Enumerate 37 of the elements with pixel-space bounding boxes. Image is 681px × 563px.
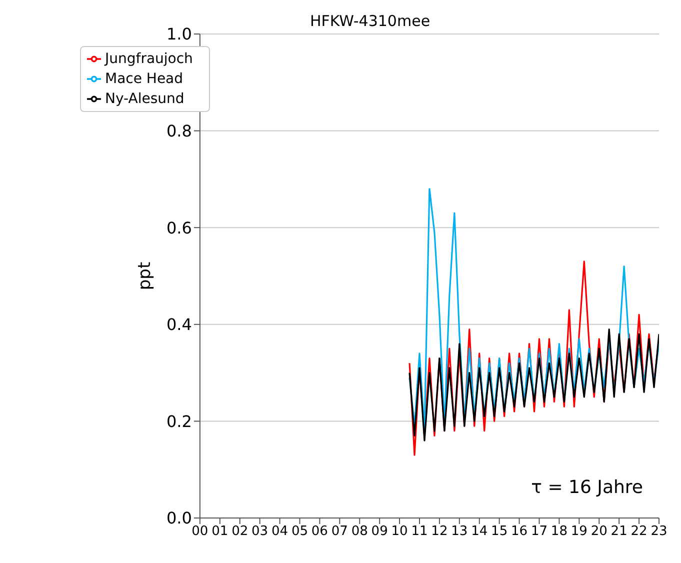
x-tick-label: 17 bbox=[530, 524, 548, 540]
y-tick-label: 0.6 bbox=[166, 218, 192, 238]
y-tick-label: 0.8 bbox=[166, 121, 192, 140]
x-tick-label: 02 bbox=[232, 524, 248, 540]
y-axis-title: ppt bbox=[134, 262, 155, 290]
x-tick-label: 07 bbox=[331, 524, 348, 540]
x-tick-label: 11 bbox=[411, 524, 428, 540]
x-tick-label: 12 bbox=[431, 524, 448, 540]
x-tick-label: 20 bbox=[590, 524, 608, 540]
legend-label: Ny-Alesund bbox=[105, 91, 184, 107]
x-tick-label: 05 bbox=[291, 524, 308, 540]
x-tick-label: 19 bbox=[570, 524, 588, 540]
x-tick-label: 01 bbox=[212, 524, 228, 540]
x-tick-label: 18 bbox=[550, 524, 568, 540]
x-tick-label: 14 bbox=[471, 524, 488, 540]
x-tick-label: 22 bbox=[630, 524, 648, 540]
y-tick-label: 1.0 bbox=[166, 24, 192, 44]
x-tick-label: 04 bbox=[272, 524, 288, 540]
legend-label: Mace Head bbox=[105, 71, 184, 87]
y-tick-label: 0.2 bbox=[166, 412, 192, 431]
x-tick-label: 03 bbox=[252, 524, 268, 540]
x-tick-label: 16 bbox=[511, 524, 528, 540]
x-tick-label: 15 bbox=[491, 524, 508, 540]
x-tick-label: 10 bbox=[391, 524, 408, 540]
y-tick-label: 0.4 bbox=[166, 315, 192, 334]
line-series bbox=[408, 328, 659, 442]
x-tick-label: 13 bbox=[451, 524, 468, 540]
y-tick-label: 0.0 bbox=[166, 508, 192, 528]
x-tick-label: 09 bbox=[371, 524, 388, 540]
x-tick-label: 08 bbox=[351, 524, 368, 540]
x-tick-label: 06 bbox=[311, 524, 328, 540]
annotation: τ = 16 Jahre bbox=[531, 477, 643, 498]
legend-label: Jungfraujoch bbox=[105, 51, 193, 67]
x-tick-label: 23 bbox=[650, 524, 668, 540]
x-tick-label: 00 bbox=[192, 524, 208, 540]
chart-title: HFKW-4310mee bbox=[310, 12, 430, 30]
x-tick-label: 21 bbox=[610, 524, 628, 540]
